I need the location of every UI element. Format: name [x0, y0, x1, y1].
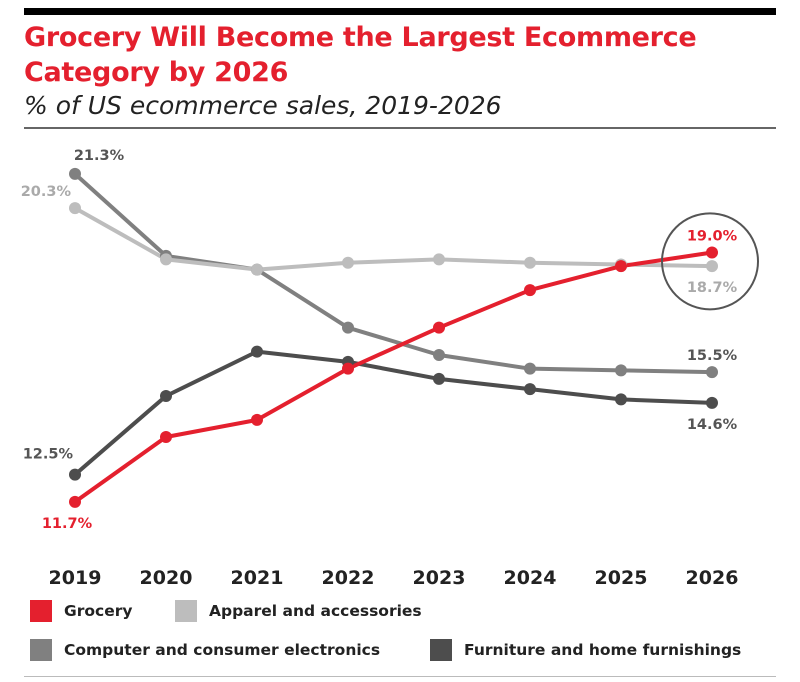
- legend-item-apparel: Apparel and accessories: [175, 600, 422, 622]
- data-point-furniture-and-home-furnishings-2020: [160, 390, 172, 402]
- data-point-furniture-and-home-furnishings-2026: [706, 396, 718, 409]
- data-label-apparel-and-accessories-2019: 20.3%: [21, 184, 72, 200]
- data-label-furniture-and-home-furnishings-2019: 12.5%: [23, 447, 74, 463]
- data-label-furniture-and-home-furnishings-2026: 14.6%: [687, 417, 738, 433]
- legend-swatch-apparel: [175, 600, 197, 622]
- data-point-furniture-and-home-furnishings-2025: [615, 393, 627, 406]
- data-point-computer-and-consumer-electronics-2026: [706, 366, 718, 379]
- data-point-computer-and-consumer-electronics-2023: [433, 349, 445, 361]
- legend-label-apparel: Apparel and accessories: [209, 602, 422, 620]
- data-point-grocery-2021: [251, 413, 263, 426]
- legend-label-electronics: Computer and consumer electronics: [64, 641, 381, 659]
- data-point-apparel-and-accessories-2020: [160, 253, 172, 266]
- data-label-computer-and-consumer-electronics-2019: 21.3%: [74, 148, 125, 164]
- x-tick-label-2021: 2021: [231, 567, 284, 589]
- data-point-grocery-2023: [433, 321, 445, 334]
- data-labels: 12.5% 14.6% 21.3% 15.5% 20.3% 18.7% 11.7% 19.0%: [21, 148, 738, 532]
- data-point-apparel-and-accessories-2019: [69, 202, 81, 215]
- data-point-grocery-2024: [524, 284, 536, 297]
- x-tick-label-2023: 2023: [413, 567, 466, 589]
- legend-item-furniture: Furniture and home furnishings: [430, 639, 741, 661]
- highlight-circle: [661, 212, 759, 311]
- data-point-grocery-2025: [615, 260, 627, 273]
- data-point-apparel-and-accessories-2021: [251, 263, 263, 276]
- legend-swatch-electronics: [30, 639, 52, 661]
- series-line-grocery: [73, 250, 713, 504]
- data-label-grocery-2019: 11.7%: [42, 516, 93, 532]
- data-point-computer-and-consumer-electronics-2024: [524, 362, 536, 375]
- data-point-computer-and-consumer-electronics-2025: [615, 364, 627, 377]
- data-point-furniture-and-home-furnishings-2021: [251, 345, 263, 358]
- subtitle-rule: [24, 127, 776, 129]
- data-label-computer-and-consumer-electronics-2026: 15.5%: [687, 348, 738, 364]
- x-tick-label-2024: 2024: [504, 567, 557, 589]
- data-point-apparel-and-accessories-2026: [706, 260, 718, 273]
- data-point-grocery-2022: [342, 362, 354, 375]
- x-tick-label-2026: 2026: [686, 567, 739, 589]
- data-point-grocery-2026: [706, 246, 718, 259]
- legend-swatch-grocery: [30, 600, 52, 622]
- top-rule: [24, 8, 776, 15]
- legend-label-grocery: Grocery: [64, 602, 133, 620]
- x-tick-label-2025: 2025: [595, 567, 648, 589]
- data-point-furniture-and-home-furnishings-2023: [433, 372, 445, 385]
- legend-item-electronics: Computer and consumer electronics: [30, 639, 380, 661]
- data-point-apparel-and-accessories-2024: [524, 256, 536, 269]
- series-line-apparel-and-accessories: [74, 206, 713, 272]
- x-tick-label-2019: 2019: [49, 567, 102, 589]
- chart-title: Grocery Will Become the Largest Ecommerc…: [24, 22, 697, 88]
- data-point-computer-and-consumer-electronics-2022: [342, 321, 354, 334]
- legend-item-grocery: Grocery: [30, 600, 132, 622]
- x-axis: 2019 2020 2021 2022 2023 2024 2025 2026: [49, 567, 739, 589]
- legend-label-furniture: Furniture and home furnishings: [464, 641, 742, 659]
- x-tick-label-2020: 2020: [140, 567, 193, 589]
- data-label-apparel-and-accessories-2026: 18.7%: [687, 280, 738, 296]
- data-point-computer-and-consumer-electronics-2019: [69, 167, 81, 180]
- series-line-computer-and-consumer-electronics: [73, 172, 713, 375]
- data-point-furniture-and-home-furnishings-2024: [524, 383, 536, 396]
- series-line-furniture-and-home-furnishings: [73, 349, 713, 477]
- data-point-furniture-and-home-furnishings-2019: [69, 468, 81, 481]
- bottom-rule: [24, 676, 776, 677]
- chart-subtitle: % of US ecommerce sales, 2019-2026: [24, 91, 502, 120]
- data-point-grocery-2020: [160, 431, 172, 443]
- data-point-apparel-and-accessories-2023: [433, 253, 445, 266]
- data-point-grocery-2019: [69, 495, 81, 508]
- series-lines: [73, 172, 713, 504]
- x-tick-label-2022: 2022: [322, 567, 375, 589]
- legend-swatch-furniture: [430, 639, 452, 661]
- data-label-grocery-2026: 19.0%: [687, 229, 738, 245]
- series-points: [69, 167, 718, 508]
- line-chart: 12.5% 14.6% 21.3% 15.5% 20.3% 18.7% 11.7% 19.0%…: [21, 148, 759, 589]
- data-point-apparel-and-accessories-2022: [342, 256, 354, 269]
